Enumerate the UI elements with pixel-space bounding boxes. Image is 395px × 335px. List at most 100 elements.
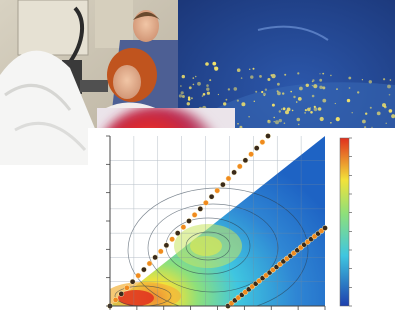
fluorescent-dot bbox=[271, 103, 275, 107]
fluorescent-dot bbox=[322, 98, 327, 103]
fluorescent-dot bbox=[206, 84, 209, 87]
fluorescent-dot bbox=[391, 114, 395, 119]
fluorescent-dot bbox=[309, 107, 312, 109]
fluorescent-dot bbox=[319, 116, 324, 122]
fluorescent-dot bbox=[188, 86, 192, 90]
colorbar-ticks bbox=[349, 137, 352, 307]
edge-marker bbox=[253, 145, 260, 151]
edge-marker bbox=[197, 206, 204, 212]
fluorescent-dot bbox=[180, 91, 184, 95]
fluorescent-dot bbox=[278, 118, 282, 123]
fluorescent-dot bbox=[388, 93, 391, 96]
edge-marker bbox=[118, 291, 125, 297]
fluorescent-dot bbox=[278, 110, 281, 113]
fluorescent-dot bbox=[348, 87, 351, 89]
edge-marker bbox=[191, 212, 198, 218]
fluorescent-dot bbox=[322, 72, 325, 75]
fluorescent-dot bbox=[319, 73, 321, 75]
edge-marker bbox=[225, 175, 232, 182]
edge-marker bbox=[174, 230, 181, 236]
fluorescent-dot bbox=[194, 75, 197, 78]
edge-marker bbox=[169, 236, 175, 243]
fluorescent-dot bbox=[227, 88, 231, 91]
fluorescent-dot bbox=[249, 68, 251, 71]
fluorescent-dot bbox=[262, 92, 266, 96]
edge-marker bbox=[208, 193, 215, 200]
fluorescent-dot bbox=[291, 109, 294, 112]
edge-marker bbox=[135, 272, 142, 279]
fluorescent-dot bbox=[311, 85, 313, 87]
fluorescent-dot bbox=[205, 62, 209, 66]
fluorescent-dot bbox=[275, 120, 279, 125]
fluorescent-dot bbox=[180, 85, 182, 87]
fluorescent-dot bbox=[319, 78, 323, 82]
fluorescent-dot bbox=[267, 119, 270, 122]
fluorescent-dot bbox=[284, 73, 287, 76]
fluorescent-dot bbox=[213, 66, 216, 68]
fluorescent-dot bbox=[190, 97, 193, 100]
fluorescent-dot bbox=[365, 112, 368, 115]
fluorescent-dot bbox=[304, 109, 307, 112]
fluorescent-dot bbox=[239, 125, 243, 129]
fluorescent-dot bbox=[273, 121, 275, 123]
fluorescent-dot bbox=[181, 95, 185, 98]
fluorescent-dot bbox=[330, 74, 332, 77]
contour-heatmap bbox=[88, 128, 395, 335]
fluorescent-dot bbox=[382, 103, 386, 108]
x-ticks bbox=[109, 306, 326, 310]
fluorescent-dot bbox=[297, 72, 300, 75]
edge-marker bbox=[322, 225, 328, 231]
fluorescent-dot bbox=[201, 95, 204, 97]
fluorescent-dot bbox=[237, 123, 239, 125]
fluorescent-dot bbox=[351, 112, 353, 114]
fluorescent-dot bbox=[290, 90, 292, 93]
edge-marker bbox=[146, 260, 153, 267]
fluorescent-dot bbox=[281, 108, 283, 110]
fluorescent-dot bbox=[304, 112, 306, 114]
fluorescent-dot bbox=[357, 91, 360, 94]
edge-marker bbox=[214, 187, 221, 194]
plot-grid bbox=[110, 136, 325, 306]
fluorescent-dot bbox=[307, 107, 311, 112]
fluorescent-dot bbox=[313, 84, 318, 89]
fluorescent-dot bbox=[322, 86, 326, 90]
fluorescent-dot bbox=[282, 92, 285, 95]
fluorescent-dot bbox=[233, 87, 238, 91]
fluorescent-dot bbox=[276, 90, 279, 93]
fluorescent-dot bbox=[248, 116, 250, 118]
fluorescent-dot bbox=[181, 74, 185, 79]
fluorescent-dot bbox=[362, 119, 366, 124]
fluorescent-dot bbox=[335, 117, 340, 122]
fluorescent-dot bbox=[186, 102, 190, 106]
edge-marker bbox=[152, 254, 158, 261]
fluorescent-dot bbox=[330, 122, 332, 124]
fluorescent-dot bbox=[311, 94, 315, 98]
fluorescent-dot bbox=[376, 111, 381, 116]
edge-marker bbox=[129, 278, 136, 285]
fluorescent-dot bbox=[305, 83, 309, 88]
fluorescent-dot bbox=[311, 80, 314, 83]
fluorescent-dot bbox=[299, 86, 303, 91]
fluorescent-dot bbox=[223, 102, 227, 106]
fluorescent-dot bbox=[346, 98, 351, 103]
edge-marker bbox=[186, 218, 192, 224]
fluorescent-dot bbox=[369, 106, 372, 109]
colorbar bbox=[339, 137, 350, 307]
fluorescent-dot bbox=[192, 77, 195, 79]
fluorescent-dot bbox=[178, 94, 183, 98]
fluorescent-dot bbox=[236, 68, 241, 72]
fluorescent-dot bbox=[361, 79, 363, 81]
fluorescent-dot bbox=[270, 74, 273, 76]
fluorescent-dot bbox=[364, 126, 367, 129]
fluorescent-dot bbox=[389, 79, 392, 81]
fluorescent-dot bbox=[282, 107, 286, 111]
edge-marker bbox=[231, 169, 237, 176]
fluorescent-dot bbox=[283, 122, 286, 124]
fluorescent-dot bbox=[313, 107, 318, 112]
fluorescent-dot bbox=[187, 98, 191, 101]
fluorescent-dot bbox=[217, 93, 219, 96]
fluorescent-dot bbox=[371, 126, 373, 129]
fluorescent-dot bbox=[209, 79, 212, 82]
fluorescent-dot bbox=[273, 116, 275, 119]
